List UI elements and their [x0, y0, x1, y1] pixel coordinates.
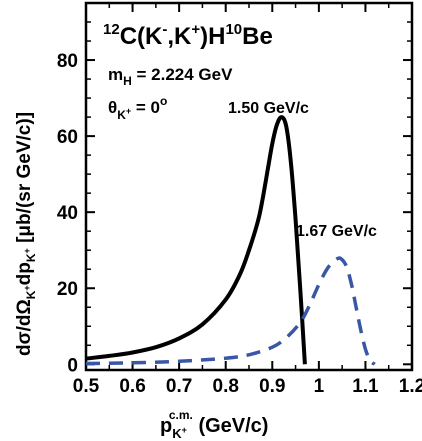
plot-frame	[84, 1, 414, 372]
series-layer	[85, 115, 376, 366]
y-tick-label: 20	[57, 279, 78, 300]
x-tick-label: 0.9	[259, 376, 285, 397]
mass-annotation: mH = 2.224 GeV	[108, 65, 233, 88]
angle-annotation: θK+ = 0o	[108, 94, 167, 122]
x-tick-label: 1.1	[352, 376, 379, 397]
x-tick-label: 0.7	[166, 376, 192, 397]
y-tick-label: 60	[57, 127, 78, 148]
y-tick-label: 80	[57, 51, 78, 72]
series-1-67-dashed-line	[85, 256, 376, 366]
axis-ticks: 0.5 0.6 0.7 0.8 0.9 1 1.1 1.2 0 20 40 60 80	[57, 3, 422, 397]
label-1-50-gev: 1.50 GeV/c	[228, 100, 309, 117]
y-tick-label: 0	[67, 355, 78, 376]
x-tick-label: 1.2	[399, 376, 422, 397]
x-tick-label: 1	[314, 376, 325, 397]
x-tick-label: 0.8	[213, 376, 239, 397]
y-axis-label: dσ/dΩK+dpK+ [μb/(sr GeV/c)]	[14, 112, 38, 356]
chart-title: 12C(K-,K+)H10Be	[103, 21, 273, 50]
x-tick-label: 0.6	[119, 376, 145, 397]
x-tick-label: 0.5	[73, 376, 100, 397]
label-1-67-gev: 1.67 GeV/c	[296, 223, 377, 240]
y-tick-label: 40	[57, 203, 78, 224]
series-1-50-solid-line	[85, 115, 307, 365]
x-axis-label: pK+c.m. (GeV/c)	[160, 408, 268, 441]
